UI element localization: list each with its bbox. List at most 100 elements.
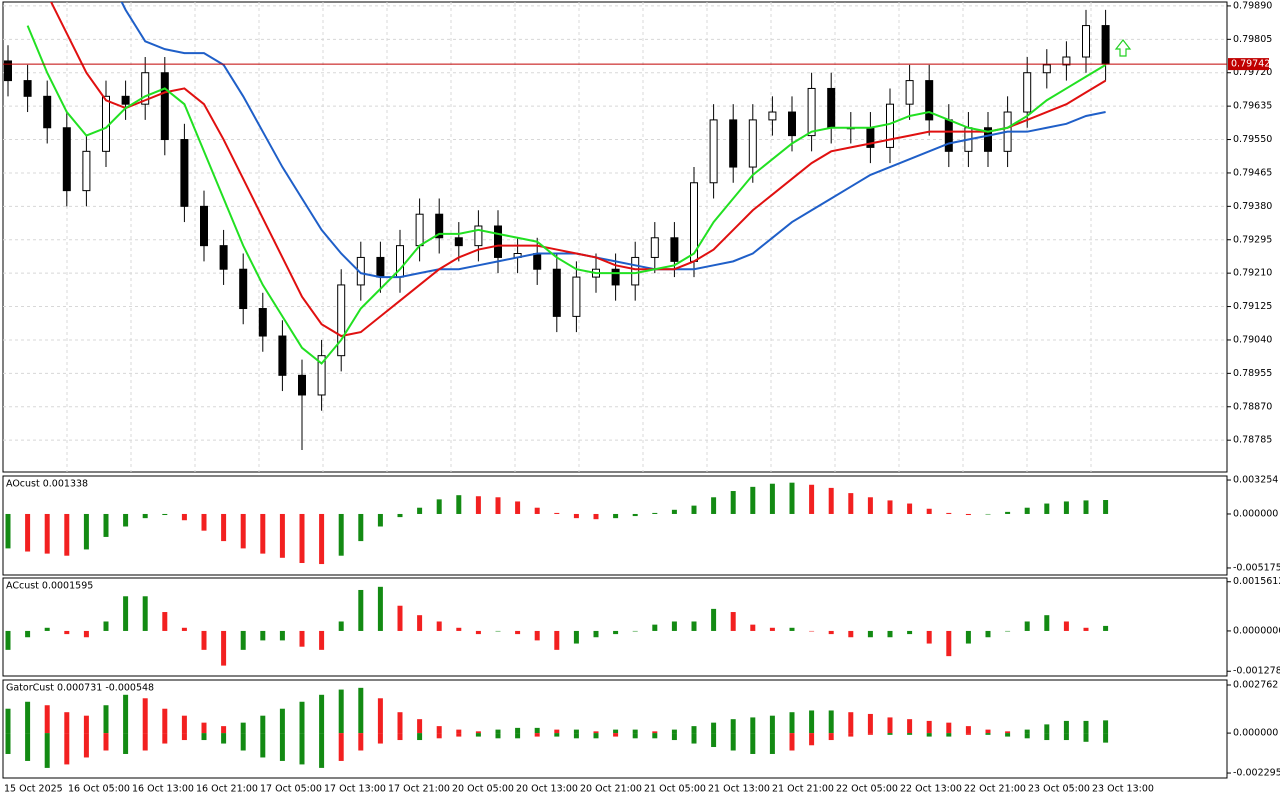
histogram-bar: [123, 596, 129, 631]
histogram-bar: [201, 513, 207, 531]
histogram-bar: [985, 733, 991, 735]
histogram-bar: [181, 715, 187, 734]
histogram-bar: [221, 733, 227, 744]
y-tick-label: 0.79550: [1233, 134, 1272, 145]
candle-body: [827, 87, 836, 129]
histogram-bar: [103, 705, 109, 734]
histogram-bar: [456, 627, 462, 631]
histogram-bar: [887, 500, 893, 514]
candle-body: [631, 256, 640, 286]
candle-body: [474, 225, 483, 247]
histogram-bar: [515, 733, 521, 739]
histogram-bar: [417, 719, 423, 734]
histogram-bar: [44, 513, 50, 554]
candle-body: [435, 213, 444, 239]
histogram-bar: [926, 733, 932, 737]
candle-body: [200, 205, 208, 247]
histogram-bar: [25, 513, 31, 552]
histogram-bar: [750, 486, 756, 514]
histogram-bar: [750, 717, 756, 734]
candle-body: [415, 213, 424, 247]
histogram-bar: [789, 482, 795, 514]
y-tick-label: 0.0000000: [1233, 625, 1280, 636]
panel-frame: [2, 1, 1228, 473]
histogram-bar: [240, 513, 246, 549]
candle-body: [944, 119, 953, 152]
candle-body: [62, 127, 71, 192]
histogram-bar: [1103, 733, 1109, 743]
histogram-bar: [730, 612, 736, 631]
histogram-bar: [279, 708, 285, 734]
histogram-bar: [5, 630, 11, 650]
histogram-bar: [907, 630, 913, 635]
histogram-bar: [907, 719, 913, 734]
histogram-bar: [358, 687, 364, 734]
histogram-bar: [44, 705, 50, 734]
histogram-bar: [573, 630, 579, 644]
candle-body: [905, 80, 914, 105]
histogram-bar: [25, 701, 31, 734]
histogram-bar: [613, 729, 619, 734]
histogram-bar: [671, 729, 677, 734]
histogram-bar: [83, 630, 89, 638]
x-tick-label: 16 Oct 05:00: [68, 784, 130, 795]
histogram-bar: [1083, 500, 1089, 514]
panel-frame: [2, 577, 1228, 677]
histogram-bar: [691, 621, 697, 631]
x-tick-label: 16 Oct 13:00: [132, 784, 194, 795]
histogram-bar: [319, 694, 325, 734]
histogram-bar: [632, 630, 638, 632]
candle-body: [650, 237, 659, 258]
histogram-bar: [534, 733, 540, 737]
panel-frame: [2, 475, 1228, 576]
histogram-bar: [632, 733, 638, 739]
histogram-bar: [750, 624, 756, 631]
histogram-bar: [338, 733, 344, 761]
histogram-bar: [201, 722, 207, 734]
candle-body: [180, 139, 189, 207]
histogram-bar: [319, 630, 325, 650]
histogram-bar: [5, 733, 11, 754]
histogram-bar: [358, 733, 364, 751]
histogram-bar: [456, 729, 462, 734]
histogram-bar: [926, 508, 932, 514]
histogram-bar: [417, 615, 423, 631]
histogram-bar: [711, 733, 717, 748]
candle-body: [4, 60, 12, 82]
histogram-bar: [142, 596, 148, 631]
histogram-bar: [593, 733, 599, 739]
histogram-bar: [103, 733, 109, 751]
histogram-bar: [671, 621, 677, 631]
histogram-bar: [1103, 720, 1109, 734]
histogram-bar: [1044, 733, 1050, 741]
histogram-bar: [162, 612, 168, 631]
histogram-bar: [1005, 733, 1011, 737]
histogram-bar: [299, 513, 305, 564]
y-tick-label: 0.79125: [1233, 301, 1272, 312]
candle-body: [1082, 25, 1090, 58]
histogram-bar: [495, 497, 501, 514]
histogram-bar: [299, 630, 305, 647]
histogram-bar: [515, 727, 521, 734]
histogram-bar: [828, 710, 834, 734]
histogram-bar: [377, 586, 383, 631]
histogram-bar: [573, 513, 579, 519]
histogram-bar: [554, 630, 560, 650]
histogram-bar: [1024, 729, 1030, 734]
histogram-bar: [260, 630, 266, 641]
histogram-bar: [417, 507, 423, 514]
signal-arrow: [1114, 39, 1132, 57]
histogram-bar: [64, 712, 70, 734]
histogram-bar: [260, 513, 266, 554]
x-tick-label: 22 Oct 05:00: [836, 784, 898, 795]
histogram-bar: [221, 513, 227, 542]
histogram-bar: [1063, 501, 1069, 514]
histogram-bar: [965, 630, 971, 644]
y-tick-label: 0.003254: [1233, 475, 1278, 486]
histogram-bar: [5, 513, 11, 549]
histogram-bar: [475, 496, 481, 514]
histogram-bar: [554, 729, 560, 734]
histogram-bar: [377, 513, 383, 527]
histogram-bar: [436, 499, 442, 514]
plot-area: [4, 2, 1110, 450]
